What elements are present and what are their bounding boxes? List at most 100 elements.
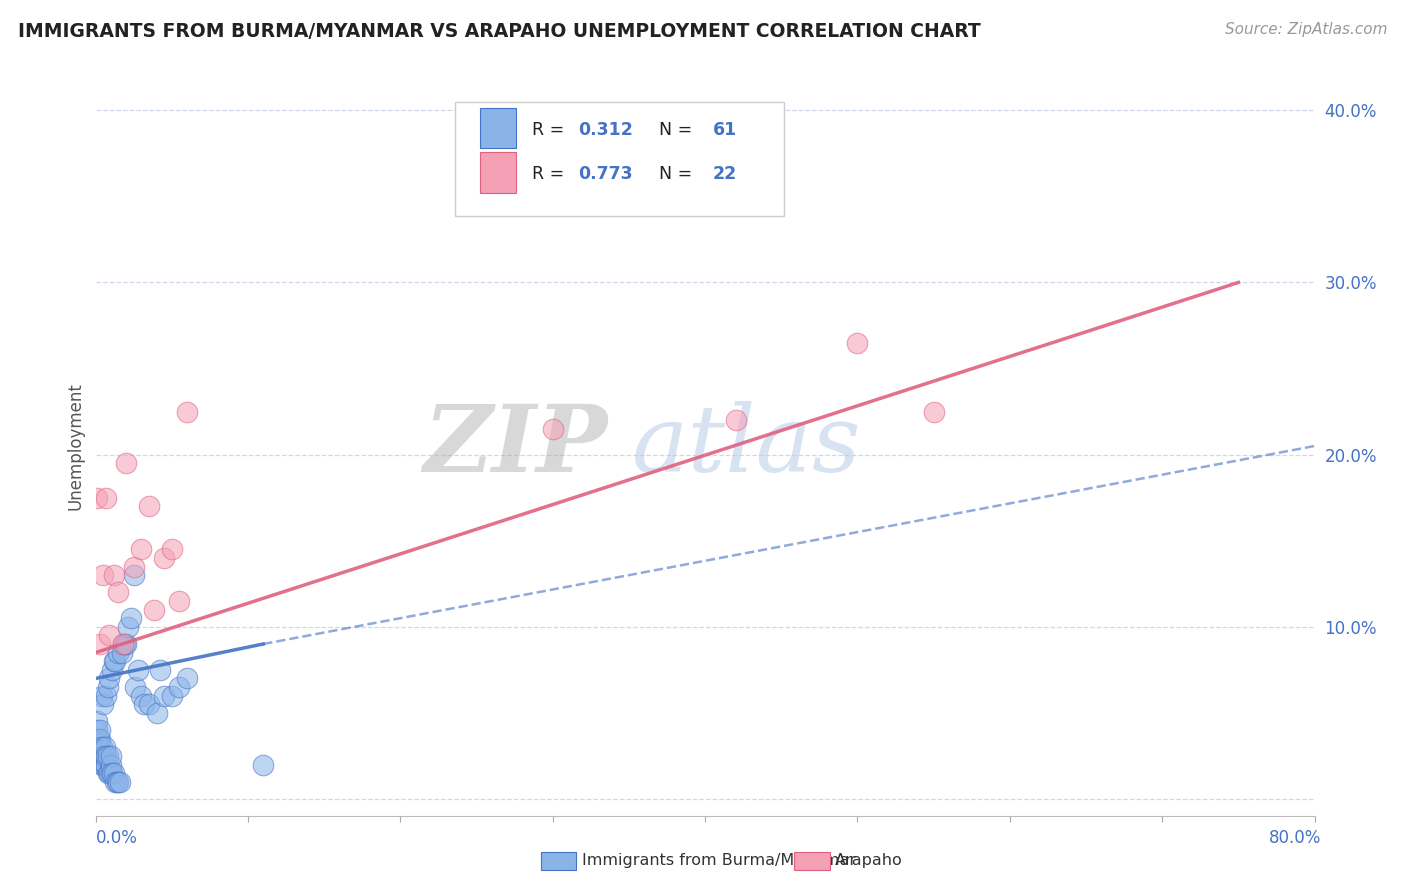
Point — [142, 602, 165, 616]
FancyBboxPatch shape — [479, 108, 516, 148]
Point — [103, 568, 125, 582]
Point — [617, 180, 640, 194]
Point — [138, 500, 160, 514]
Point — [117, 620, 139, 634]
Point — [91, 757, 114, 772]
Point — [100, 757, 122, 772]
Point — [169, 594, 191, 608]
Point — [112, 637, 135, 651]
Point — [103, 654, 125, 668]
Point — [115, 456, 138, 470]
Point — [122, 559, 145, 574]
Text: Source: ZipAtlas.com: Source: ZipAtlas.com — [1225, 22, 1388, 37]
Point — [94, 748, 117, 763]
Text: 22: 22 — [713, 165, 737, 183]
Point — [96, 757, 118, 772]
Point — [91, 568, 114, 582]
Text: 0.0%: 0.0% — [96, 829, 138, 847]
Text: N =: N = — [648, 165, 697, 183]
Text: 80.0%: 80.0% — [1270, 829, 1322, 847]
Point — [96, 491, 118, 505]
Point — [87, 748, 110, 763]
Point — [160, 689, 183, 703]
Point — [96, 689, 118, 703]
Text: IMMIGRANTS FROM BURMA/MYANMAR VS ARAPAHO UNEMPLOYMENT CORRELATION CHART: IMMIGRANTS FROM BURMA/MYANMAR VS ARAPAHO… — [18, 22, 981, 41]
Point — [87, 731, 110, 746]
Point — [169, 680, 191, 694]
Point — [160, 542, 183, 557]
Point — [97, 748, 120, 763]
Point — [104, 654, 127, 668]
Point — [90, 740, 112, 755]
Text: 0.773: 0.773 — [578, 165, 633, 183]
Point — [145, 706, 167, 720]
Point — [176, 672, 198, 686]
Point — [103, 766, 125, 780]
Point — [98, 628, 121, 642]
Point — [107, 774, 129, 789]
FancyBboxPatch shape — [479, 152, 516, 193]
Point — [90, 689, 112, 703]
Point — [107, 585, 129, 599]
Point — [87, 740, 110, 755]
Point — [86, 731, 108, 746]
Point — [108, 774, 131, 789]
Text: R =: R = — [531, 165, 569, 183]
Point — [105, 774, 128, 789]
Point — [96, 748, 118, 763]
Point — [120, 611, 142, 625]
Point — [98, 766, 121, 780]
Point — [107, 646, 129, 660]
Point — [110, 646, 132, 660]
Point — [176, 404, 198, 418]
Point — [91, 698, 114, 712]
Text: atlas: atlas — [631, 401, 862, 491]
Text: 0.312: 0.312 — [578, 121, 633, 139]
Point — [101, 766, 124, 780]
Text: Arapaho: Arapaho — [835, 854, 903, 868]
Text: 61: 61 — [713, 121, 737, 139]
Point — [846, 335, 869, 350]
Point — [86, 723, 108, 737]
Point — [97, 766, 120, 780]
Point — [124, 680, 146, 694]
Text: R =: R = — [531, 121, 569, 139]
Point — [91, 748, 114, 763]
Point — [252, 757, 274, 772]
Point — [127, 663, 149, 677]
Point — [153, 689, 176, 703]
Point — [90, 748, 112, 763]
Point — [98, 672, 121, 686]
Point — [97, 680, 120, 694]
Point — [89, 637, 111, 651]
Point — [122, 568, 145, 582]
Point — [153, 550, 176, 565]
Point — [101, 663, 124, 677]
Point — [100, 748, 122, 763]
Point — [89, 740, 111, 755]
Point — [86, 714, 108, 729]
Point — [89, 731, 111, 746]
Point — [115, 637, 138, 651]
Point — [724, 413, 747, 427]
Point — [131, 689, 153, 703]
Point — [104, 774, 127, 789]
Point — [541, 422, 564, 436]
Text: Immigrants from Burma/Myanmar: Immigrants from Burma/Myanmar — [582, 854, 856, 868]
Y-axis label: Unemployment: Unemployment — [66, 382, 84, 510]
Point — [94, 740, 117, 755]
Point — [134, 698, 156, 712]
Point — [89, 748, 111, 763]
Text: N =: N = — [648, 121, 697, 139]
Point — [114, 637, 136, 651]
Point — [89, 723, 111, 737]
Point — [138, 698, 160, 712]
Point — [112, 637, 135, 651]
Point — [100, 766, 122, 780]
Point — [86, 740, 108, 755]
Point — [149, 663, 172, 677]
Point — [131, 542, 153, 557]
Point — [94, 757, 117, 772]
Text: ZIP: ZIP — [423, 401, 607, 491]
Point — [90, 757, 112, 772]
